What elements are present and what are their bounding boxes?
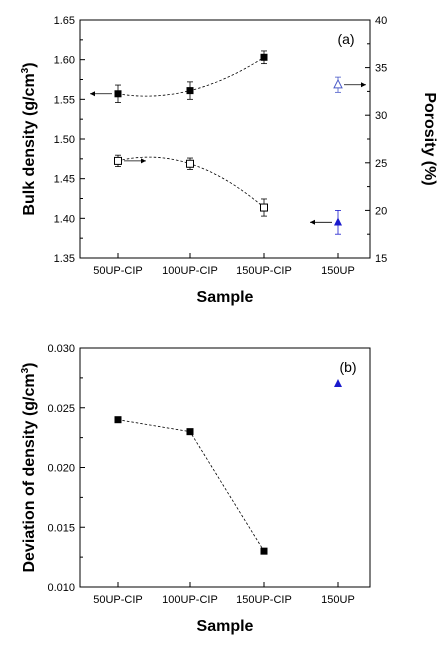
series-0-point [186,87,194,95]
x-tick-label: 100UP-CIP [162,265,218,277]
y-tick-label: 0.020 [47,463,75,475]
panel-tag: (b) [339,359,356,375]
y2-axis-title: Porosity (%) [421,92,438,185]
series-1-point [260,203,268,212]
y-tick-label: 1.45 [54,174,75,186]
panel-tag: (a) [337,31,354,47]
y2-tick-label: 35 [375,63,387,75]
chart-panel-b: 0.010 0.015 0.020 0.025 0.030 50UP-CIP 100UP-C… [20,343,371,635]
series-0-arrow-head [90,91,95,97]
y2-tick-label: 25 [375,158,387,170]
x-tick-label: 100UP-CIP [162,594,218,606]
x-tick-label: 150UP [321,594,355,606]
series-0-point [186,428,194,436]
y-tick-label: 1.65 [54,15,75,27]
chart-panel-a: 1.35 1.40 1.45 1.50 1.55 1.60 1.65 15 20 25 30 35 40… [20,15,438,306]
plot-frame [79,347,371,588]
y-axis-title: Deviation of density (g/cm3) [20,362,38,572]
y-axis-title: Bulk density (g/cm3) [20,62,38,215]
y2-tick-label: 30 [375,110,387,122]
x-tick-label: 150UP [321,265,355,277]
y-tick-label: 0.030 [47,343,75,355]
series-2-arrow-head [310,219,315,225]
x-axis-title: Sample [197,618,254,635]
series-0-connector [117,419,265,552]
y2-tick-label: 40 [375,15,387,27]
y-tick-label: 1.50 [54,134,75,146]
series-1-point [114,156,122,165]
series-1-point [186,159,194,168]
y-tick-label: 0.015 [47,522,75,534]
x-axis-title: Sample [197,289,254,306]
series-0-point [260,53,268,61]
x-tick-label: 50UP-CIP [93,594,143,606]
y-tick-label: 1.35 [54,253,75,265]
y-tick-label: 1.55 [54,94,75,106]
series-0-point [114,416,122,424]
x-tick-label: 50UP-CIP [93,265,143,277]
x-tick-label: 150UP-CIP [236,594,292,606]
y-tick-label: 1.40 [54,213,75,225]
y2-tick-label: 20 [375,205,387,217]
y-tick-label: 1.60 [54,55,75,67]
series-3-point [333,78,343,89]
series-1-arrow-head [141,158,146,164]
y-tick-label: 0.010 [47,582,75,594]
y-tick-label: 0.025 [47,403,75,415]
x-tick-label: 150UP-CIP [236,265,292,277]
series-0-point [114,90,122,98]
y2-tick-label: 15 [375,253,387,265]
series-3-arrow-head [361,82,366,88]
series-0-point [260,547,268,555]
series-2-point [334,217,342,226]
series-1-point [334,379,342,388]
